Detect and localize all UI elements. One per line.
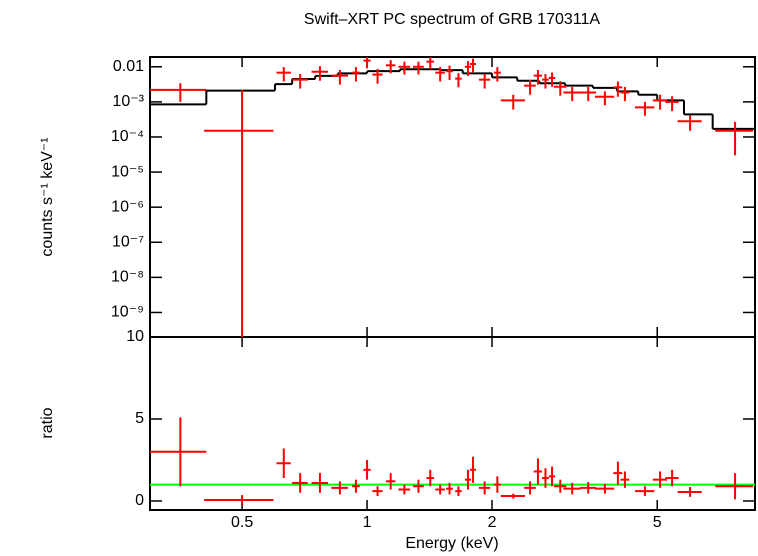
x-tick-label: 0.5 — [231, 514, 253, 531]
y-tick-label: 10 — [126, 328, 144, 345]
y-axis-label: counts s⁻¹ keV⁻¹ — [39, 137, 56, 256]
chart-title: Swift–XRT PC spectrum of GRB 170311A — [304, 11, 600, 28]
y-tick-label: 10⁻⁴ — [111, 128, 144, 145]
y-tick-label: 10⁻³ — [112, 93, 144, 110]
x-tick-label: 1 — [363, 514, 372, 531]
y-tick-label: 0.01 — [113, 58, 144, 75]
y-tick-label: 10⁻⁷ — [112, 233, 144, 250]
y-tick-label: 10⁻⁸ — [111, 269, 144, 286]
x-tick-label: 5 — [653, 514, 662, 531]
top-frame — [149, 56, 756, 338]
y-tick-label: 5 — [135, 410, 144, 427]
y-axis-label: ratio — [39, 407, 56, 438]
y-tick-label: 10⁻⁶ — [111, 198, 144, 215]
y-tick-label: 10⁻⁵ — [111, 163, 144, 180]
bottom-frame — [149, 336, 756, 511]
x-axis-label: Energy (keV) — [405, 535, 498, 552]
y-tick-label: 10⁻⁹ — [111, 304, 144, 321]
x-tick-label: 2 — [488, 514, 497, 531]
y-tick-label: 0 — [135, 492, 144, 509]
